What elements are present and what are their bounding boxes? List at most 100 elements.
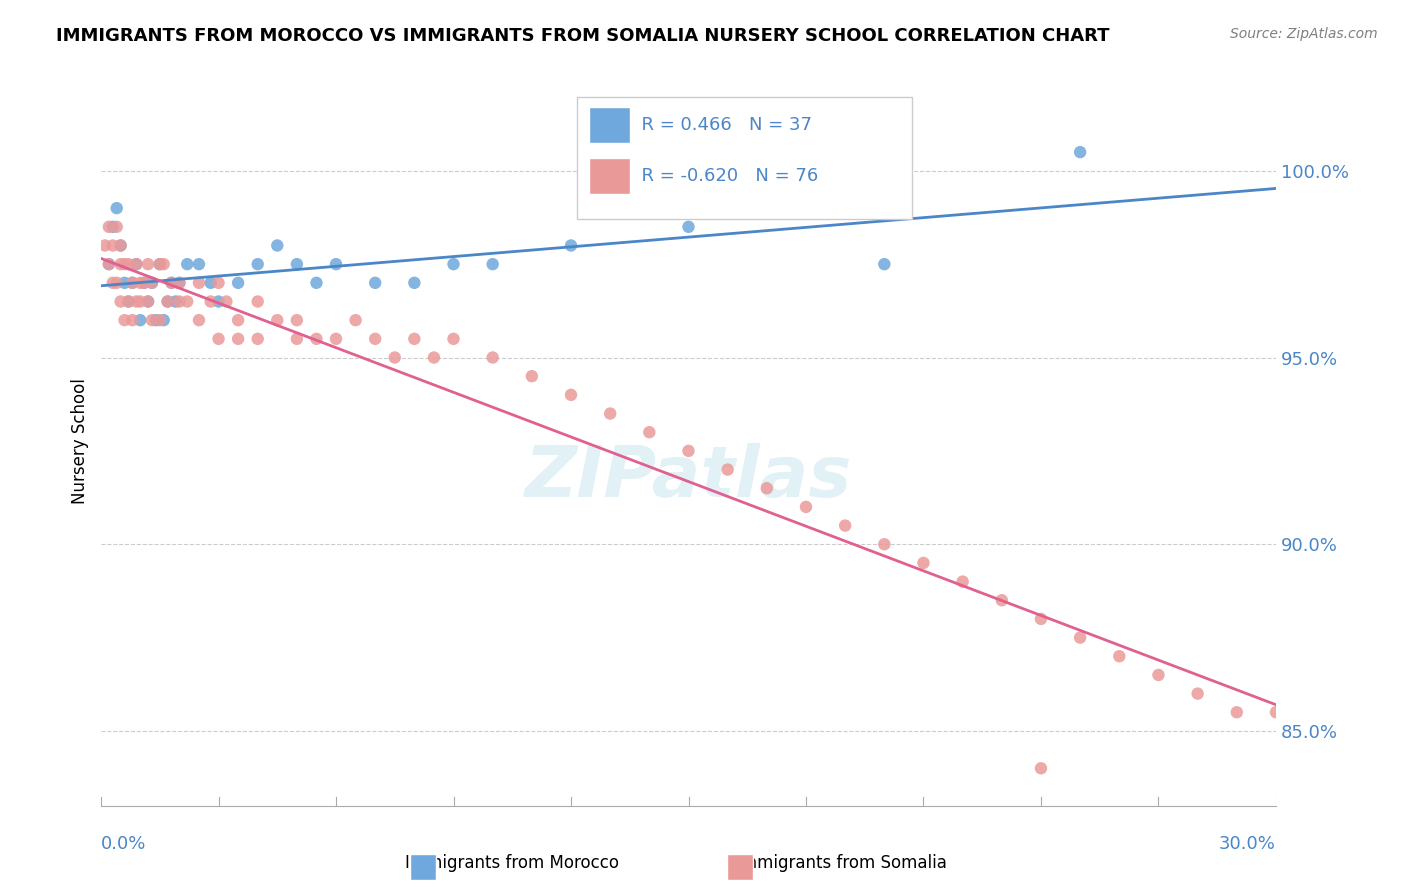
Point xyxy=(560,238,582,252)
Point xyxy=(110,294,132,309)
Point xyxy=(215,294,238,309)
Point xyxy=(129,313,152,327)
Point xyxy=(226,313,249,327)
Point xyxy=(149,313,172,327)
Point xyxy=(110,257,132,271)
Point xyxy=(114,276,136,290)
Point xyxy=(105,276,128,290)
Point xyxy=(97,257,120,271)
Point xyxy=(344,313,367,327)
Point xyxy=(136,257,159,271)
Text: Source: ZipAtlas.com: Source: ZipAtlas.com xyxy=(1230,27,1378,41)
Point xyxy=(134,276,156,290)
Point xyxy=(169,276,191,290)
Point xyxy=(1029,612,1052,626)
Point xyxy=(246,294,269,309)
Point xyxy=(678,219,700,234)
Point xyxy=(1029,761,1052,775)
Point xyxy=(121,276,143,290)
Point xyxy=(246,257,269,271)
Point xyxy=(207,294,229,309)
Point xyxy=(114,313,136,327)
Point xyxy=(266,238,288,252)
Point xyxy=(991,593,1014,607)
Point xyxy=(156,294,179,309)
Point xyxy=(423,351,446,365)
Point xyxy=(156,294,179,309)
Point xyxy=(834,518,856,533)
Point xyxy=(121,313,143,327)
Point xyxy=(325,257,347,271)
Point xyxy=(305,332,328,346)
Point xyxy=(136,294,159,309)
Point xyxy=(141,313,163,327)
Point xyxy=(1265,706,1288,720)
Point xyxy=(165,294,187,309)
Point xyxy=(160,276,183,290)
Point xyxy=(481,351,503,365)
Text: 30.0%: 30.0% xyxy=(1219,835,1277,854)
Point xyxy=(101,219,124,234)
Point xyxy=(149,257,172,271)
Point xyxy=(443,257,465,271)
Point xyxy=(145,313,167,327)
Point xyxy=(188,276,211,290)
Point xyxy=(384,351,406,365)
Point xyxy=(141,276,163,290)
Point xyxy=(560,388,582,402)
Point xyxy=(520,369,543,384)
Text: IMMIGRANTS FROM MOROCCO VS IMMIGRANTS FROM SOMALIA NURSERY SCHOOL CORRELATION CH: IMMIGRANTS FROM MOROCCO VS IMMIGRANTS FR… xyxy=(56,27,1109,45)
Point xyxy=(404,276,426,290)
Point xyxy=(97,257,120,271)
Point xyxy=(285,332,308,346)
Point xyxy=(794,500,817,514)
Point xyxy=(149,257,172,271)
Point xyxy=(117,294,139,309)
Point xyxy=(152,257,174,271)
FancyBboxPatch shape xyxy=(727,854,754,880)
Point xyxy=(129,276,152,290)
Point xyxy=(638,425,661,440)
Point xyxy=(200,276,222,290)
FancyBboxPatch shape xyxy=(411,854,436,880)
Point xyxy=(101,276,124,290)
Point xyxy=(481,257,503,271)
Point xyxy=(117,257,139,271)
Point xyxy=(110,238,132,252)
Point xyxy=(176,294,198,309)
Point xyxy=(129,294,152,309)
Point xyxy=(169,276,191,290)
Point xyxy=(873,537,896,551)
Text: Immigrants from Morocco: Immigrants from Morocco xyxy=(405,854,619,871)
Point xyxy=(364,276,387,290)
FancyBboxPatch shape xyxy=(589,106,630,143)
Point xyxy=(105,219,128,234)
Point xyxy=(364,332,387,346)
Point xyxy=(160,276,183,290)
Point xyxy=(188,313,211,327)
Point xyxy=(97,219,120,234)
Point xyxy=(117,294,139,309)
Point xyxy=(599,407,621,421)
Point xyxy=(912,556,935,570)
Point xyxy=(121,276,143,290)
Point xyxy=(404,332,426,346)
Text: R = 0.466   N = 37: R = 0.466 N = 37 xyxy=(630,116,811,134)
Point xyxy=(152,313,174,327)
Point xyxy=(114,257,136,271)
Point xyxy=(125,257,148,271)
Point xyxy=(443,332,465,346)
Point xyxy=(1226,706,1249,720)
Point xyxy=(873,257,896,271)
Point xyxy=(188,257,211,271)
Point xyxy=(305,276,328,290)
Point xyxy=(141,276,163,290)
Y-axis label: Nursery School: Nursery School xyxy=(72,378,89,505)
Point xyxy=(1147,668,1170,682)
Point xyxy=(110,238,132,252)
Point xyxy=(207,332,229,346)
FancyBboxPatch shape xyxy=(576,97,911,219)
Point xyxy=(101,238,124,252)
Point xyxy=(136,294,159,309)
Point xyxy=(94,238,117,252)
